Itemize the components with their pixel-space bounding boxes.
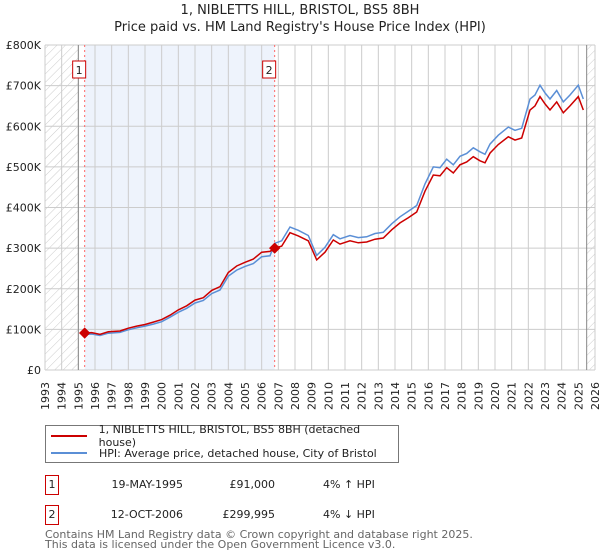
chart-legend: 1, NIBLETTS HILL, BRISTOL, BS5 8BH (deta… <box>45 423 399 463</box>
chart-title: 1, NIBLETTS HILL, BRISTOL, BS5 8BH Price… <box>0 2 600 36</box>
legend-swatch-blue <box>51 452 87 454</box>
footer-line-2: This data is licensed under the Open Gov… <box>45 538 396 551</box>
x-tick-label: 2007 <box>272 382 285 410</box>
x-tick-label: 1993 <box>39 382 52 410</box>
x-tick-label: 2025 <box>572 382 585 410</box>
x-tick-label: 1998 <box>122 382 135 410</box>
x-tick-label: 2005 <box>239 382 252 410</box>
hpi-line <box>84 83 585 337</box>
x-tick-label: 2018 <box>456 382 469 410</box>
sale-hpi-diff: 4% ↑ HPI <box>323 478 375 491</box>
sale-hpi-diff: 4% ↓ HPI <box>323 508 375 521</box>
y-tick-label: £300K <box>6 242 42 255</box>
sale-price: £299,995 <box>222 508 276 521</box>
sale-label: 2 <box>266 64 273 77</box>
y-tick-label: £100K <box>6 323 42 336</box>
y-tick-label: £800K <box>6 39 42 52</box>
x-tick-label: 1996 <box>89 382 102 410</box>
x-tick-label: 2004 <box>222 382 235 410</box>
y-tick-label: £600K <box>6 120 42 133</box>
footer-line-1: Contains HM Land Registry data © Crown c… <box>45 528 473 541</box>
property-price-line <box>84 95 585 336</box>
x-tick-label: 2013 <box>372 382 385 410</box>
sale-row: 2 12-OCT-2006 £299,995 4% ↓ HPI <box>45 505 445 527</box>
x-tick-label: 2026 <box>589 382 600 410</box>
x-tick-label: 2015 <box>406 382 419 410</box>
x-tick-label: 2019 <box>472 382 485 410</box>
x-tick-label: 2006 <box>256 382 269 410</box>
legend-label-hpi: HPI: Average price, detached house, City… <box>99 446 377 460</box>
title-line-2: Price paid vs. HM Land Registry's House … <box>114 20 486 35</box>
x-tick-label: 2014 <box>389 382 402 410</box>
x-tick-label: 2012 <box>356 382 369 410</box>
title-line-1: 1, NIBLETTS HILL, BRISTOL, BS5 8BH <box>180 3 420 18</box>
x-tick-label: 2021 <box>506 382 519 410</box>
x-tick-label: 2023 <box>539 382 552 410</box>
x-tick-label: 2009 <box>306 382 319 410</box>
x-tick-label: 2008 <box>289 382 302 410</box>
x-tick-label: 2001 <box>172 382 185 410</box>
y-tick-label: £200K <box>6 283 42 296</box>
x-tick-label: 2024 <box>556 382 569 410</box>
legend-item-property: 1, NIBLETTS HILL, BRISTOL, BS5 8BH (deta… <box>51 423 398 449</box>
sale-number-badge: 2 <box>45 505 59 525</box>
x-tick-label: 2000 <box>156 382 169 410</box>
x-tick-label: 2017 <box>439 382 452 410</box>
x-tick-label: 1999 <box>139 382 152 410</box>
y-tick-label: £700K <box>6 80 42 93</box>
y-tick-label: £400K <box>6 202 42 215</box>
sale-row: 1 19-MAY-1995 £91,000 4% ↑ HPI <box>45 475 445 497</box>
x-tick-label: 2002 <box>189 382 202 410</box>
x-tick-label: 1997 <box>106 382 119 410</box>
x-tick-label: 2011 <box>339 382 352 410</box>
sale-number-badge: 1 <box>45 475 59 495</box>
legend-swatch-red <box>51 435 87 437</box>
sale-label-box <box>262 60 277 79</box>
x-tick-label: 2010 <box>322 382 335 410</box>
sale-label: 1 <box>76 64 83 77</box>
y-tick-label: £500K <box>6 161 42 174</box>
x-tick-label: 1994 <box>56 382 69 410</box>
price-chart: 1 2 1993 1994 1995 1996 1997 1998 1999 2000 2001 20… <box>6 39 600 410</box>
legend-label-property: 1, NIBLETTS HILL, BRISTOL, BS5 8BH (deta… <box>98 423 361 449</box>
x-tick-label: 1995 <box>72 382 85 410</box>
x-tick-label: 2020 <box>489 382 502 410</box>
x-tick-label: 2022 <box>522 382 535 410</box>
sale-price: £91,000 <box>229 478 276 491</box>
legend-item-hpi: HPI: Average price, detached house, City… <box>51 445 377 461</box>
x-tick-label: 2016 <box>422 382 435 410</box>
sale-point <box>269 242 281 254</box>
sale-label-box <box>72 60 87 79</box>
sale-date: 19-MAY-1995 <box>111 478 183 491</box>
x-tick-label: 2003 <box>206 382 219 410</box>
y-tick-label: £0 <box>27 364 41 377</box>
sale-date: 12-OCT-2006 <box>110 508 183 521</box>
footer-attribution: Contains HM Land Registry data © Crown c… <box>45 528 473 551</box>
